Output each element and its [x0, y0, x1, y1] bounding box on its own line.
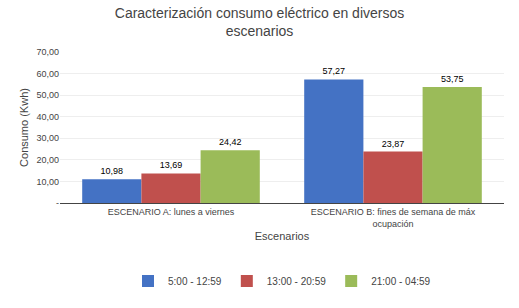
svg-text:24,42: 24,42 [219, 137, 242, 147]
svg-text:Escenarios: Escenarios [255, 230, 310, 242]
svg-text:ESCENARIO B: fines de semana d: ESCENARIO B: fines de semana de máxocupa… [311, 207, 476, 229]
svg-text:21:00 - 04:59: 21:00 - 04:59 [371, 276, 430, 287]
svg-text:60,00: 60,00 [36, 69, 59, 79]
svg-text:10,00: 10,00 [36, 177, 59, 187]
svg-text:Caracterización consumo eléctr: Caracterización consumo eléctrico en div… [115, 5, 404, 39]
svg-text:23,87: 23,87 [382, 139, 405, 149]
svg-text:30,00: 30,00 [36, 133, 59, 143]
svg-text:-: - [56, 198, 59, 208]
svg-text:70,00: 70,00 [36, 47, 59, 57]
svg-text:13,69: 13,69 [160, 160, 183, 170]
svg-text:50,00: 50,00 [36, 90, 59, 100]
svg-text:40,00: 40,00 [36, 112, 59, 122]
svg-text:ESCENARIO A: lunes a viernes: ESCENARIO A: lunes a viernes [108, 207, 235, 217]
svg-text:57,27: 57,27 [323, 66, 346, 76]
svg-text:53,75: 53,75 [441, 74, 464, 84]
svg-text:13:00 - 20:59: 13:00 - 20:59 [267, 276, 326, 287]
svg-text:Consumo (Kwh): Consumo (Kwh) [18, 88, 30, 167]
svg-text:5:00 - 12:59: 5:00 - 12:59 [168, 276, 222, 287]
svg-text:10,98: 10,98 [101, 166, 124, 176]
svg-text:20,00: 20,00 [36, 155, 59, 165]
